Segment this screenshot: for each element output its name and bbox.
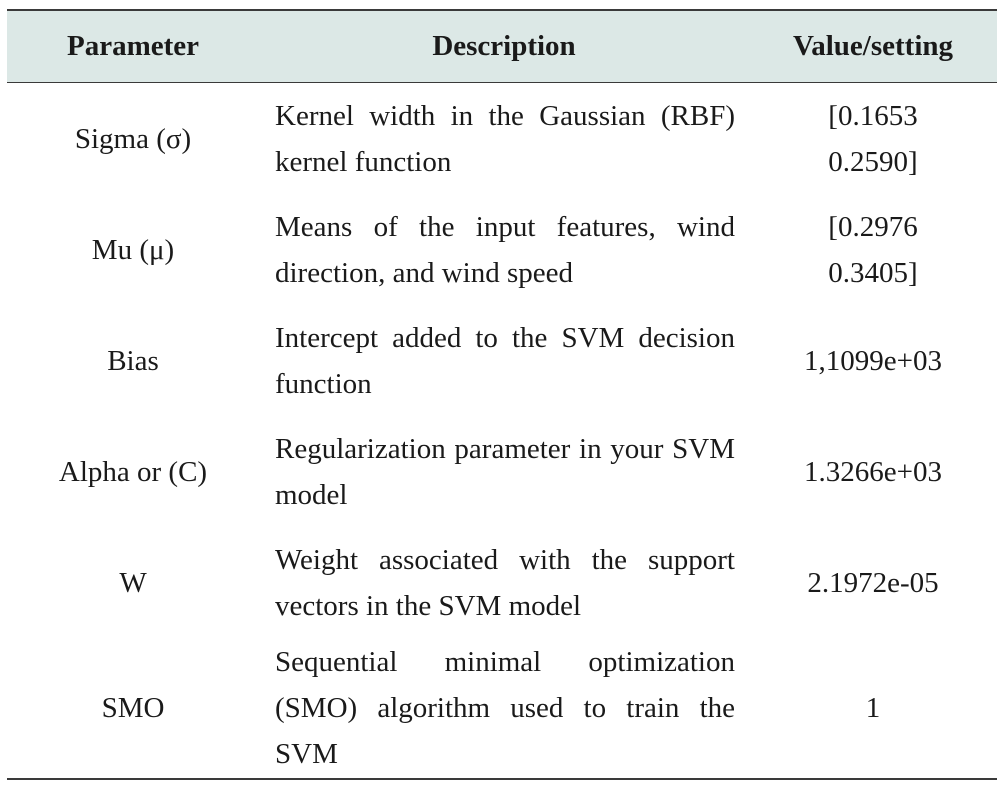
cell-value: 1.3266e+03: [749, 416, 997, 527]
header-row: Parameter Description Value/setting: [7, 9, 997, 83]
cell-description: Sequential minimal optimization (SMO) al…: [259, 638, 749, 780]
value-line: [0.1653: [828, 99, 918, 132]
header-value: Value/setting: [749, 9, 997, 83]
value-line: 0.3405]: [828, 256, 918, 289]
parameter-table: Parameter Description Value/setting Sigm…: [7, 9, 997, 780]
table-body: Sigma (σ) Kernel width in the Gaussian (…: [7, 83, 997, 780]
cell-parameter: Sigma (σ): [74, 122, 192, 155]
cell-value: [0.1653 0.2590]: [749, 83, 997, 195]
value-line: 1,1099e+03: [804, 344, 942, 377]
cell-value: 1,1099e+03: [749, 305, 997, 416]
cell-value: [0.2976 0.3405]: [749, 194, 997, 305]
value-line: [0.2976: [828, 210, 918, 243]
cell-parameter: SMO: [7, 638, 259, 780]
value-line: 0.2590]: [828, 145, 918, 178]
cell-description: Kernel width in the Gaussian (RBF) kerne…: [275, 99, 735, 178]
cell-description: Weight associated with the support vecto…: [275, 543, 735, 622]
table-row: Bias Intercept added to the SVM decision…: [7, 305, 997, 416]
cell-parameter: Mu (μ): [91, 233, 175, 266]
cell-parameter: Bias: [107, 344, 159, 377]
table-row: Mu (μ) Means of the input features, wind…: [7, 194, 997, 305]
table-row: SMO Sequential minimal optimization (SMO…: [7, 638, 997, 780]
cell-parameter: Alpha or (C): [58, 455, 208, 488]
header-description: Description: [259, 9, 749, 83]
value-line: 2.1972e-05: [807, 566, 939, 599]
cell-value: 2.1972e-05: [749, 527, 997, 638]
table-row: W Weight associated with the support vec…: [7, 527, 997, 638]
value-line: 1.3266e+03: [804, 455, 942, 488]
cell-description: Regularization parameter in your SVM mod…: [275, 432, 735, 511]
cell-description: Means of the input features, wind direct…: [275, 210, 735, 289]
table-row: Alpha or (C) Regularization parameter in…: [7, 416, 997, 527]
value-line: 1: [865, 692, 881, 724]
table-row: Sigma (σ) Kernel width in the Gaussian (…: [7, 83, 997, 195]
cell-value: 1: [749, 638, 997, 780]
cell-description: Intercept added to the SVM decision func…: [275, 321, 735, 400]
cell-parameter: W: [119, 566, 147, 599]
header-parameter: Parameter: [7, 9, 259, 83]
table-header: Parameter Description Value/setting: [7, 9, 997, 83]
